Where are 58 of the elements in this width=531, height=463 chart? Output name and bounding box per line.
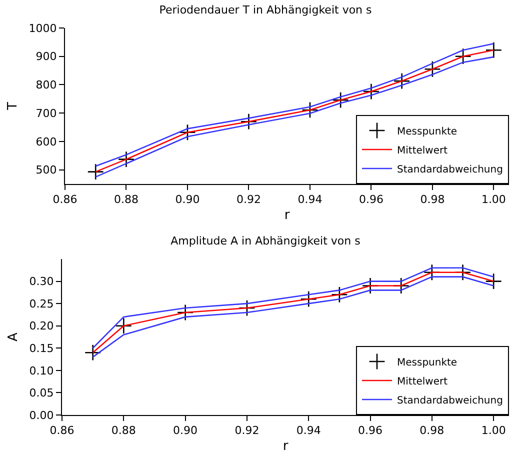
y-tick-label: 0.05: [29, 386, 54, 400]
point: [115, 318, 132, 334]
x-axis-title: r: [284, 208, 290, 223]
y-tick-label: 0.15: [29, 342, 54, 355]
y-tick-label: 700: [36, 106, 57, 120]
point: [485, 272, 502, 290]
x-tick-label: 0.96: [358, 424, 383, 438]
y-tick-label: 600: [36, 135, 57, 148]
y-tick-label: 0.10: [29, 364, 54, 378]
x-tick-label: 0.92: [234, 424, 260, 438]
x-axis-title: r: [282, 438, 289, 454]
x-tick-label: 0.90: [173, 424, 198, 438]
point: [424, 60, 441, 78]
x-tick-label: 0.86: [50, 424, 74, 438]
point: [362, 83, 380, 100]
x-tick-label: 0.98: [420, 193, 445, 206]
legend-label: Mittelwert: [397, 376, 448, 388]
x-tick-label: 0.90: [175, 193, 200, 206]
chart-title: Amplitude A in Abhängigkeit von s: [170, 234, 361, 248]
legend-label: Mittelwert: [397, 145, 448, 156]
y-axis-title: A: [6, 332, 22, 342]
x-tick-label: 0.88: [114, 193, 138, 206]
point: [118, 150, 135, 168]
y-axis-title: T: [6, 102, 21, 111]
y-tick-label: 500: [36, 164, 57, 177]
x-tick-label: 0.86: [52, 193, 78, 206]
x-tick-label: 0.92: [236, 193, 261, 206]
point: [87, 163, 104, 180]
legend-label: Messpunkte: [397, 357, 458, 368]
x-tick-label: 0.96: [358, 193, 384, 206]
x-tick-label: 1.00: [481, 193, 506, 206]
point: [332, 92, 349, 108]
x-tick-label: 1.00: [481, 424, 506, 438]
x-tick-label: 0.94: [296, 424, 321, 438]
legend-label: Standardabweichung: [397, 164, 503, 176]
point: [84, 344, 102, 361]
y-tick-label: 0.25: [29, 297, 54, 310]
point: [454, 48, 472, 65]
point: [179, 124, 196, 141]
legend-label: Messpunkte: [397, 126, 458, 138]
x-tick-label: 0.98: [420, 424, 444, 438]
point: [302, 102, 318, 118]
x-tick-label: 0.88: [111, 424, 136, 438]
y-tick-label: 0.30: [29, 275, 54, 288]
point: [300, 290, 317, 308]
legend-label: Standardabweichung: [397, 395, 503, 406]
point: [485, 42, 502, 58]
point: [393, 72, 410, 90]
y-tick-label: 0.00: [29, 408, 54, 422]
y-tick-label: 1000: [28, 22, 57, 35]
y-tick-label: 0.20: [29, 320, 54, 333]
y-tick-label: 800: [36, 78, 57, 92]
point: [240, 113, 258, 130]
y-tick-label: 900: [36, 50, 57, 64]
chart-title: Periodendauer T in Abhängigkeit von s: [159, 3, 372, 16]
x-tick-label: 0.94: [298, 193, 322, 206]
point: [331, 286, 348, 304]
point: [238, 300, 256, 316]
